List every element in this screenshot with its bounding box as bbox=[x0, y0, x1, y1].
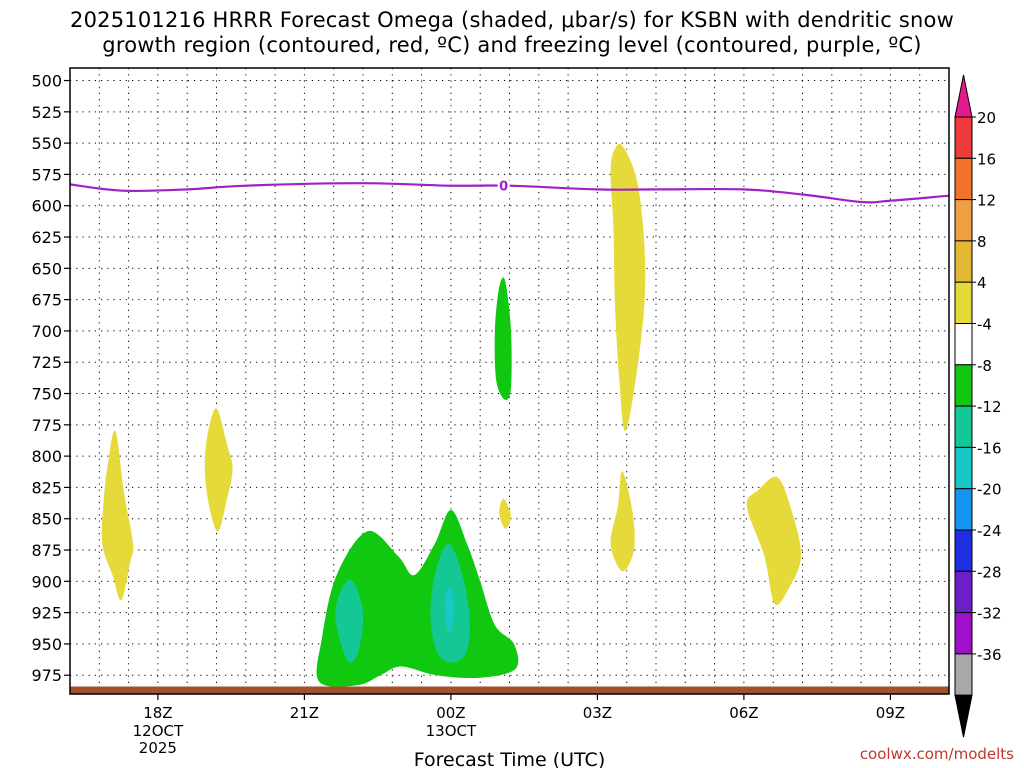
colorbar-swatch bbox=[954, 364, 973, 407]
freezing-level-line bbox=[70, 182, 949, 204]
y-tick-label: 925 bbox=[31, 604, 62, 623]
y-tick-label: 825 bbox=[31, 478, 62, 497]
omega-region-4 bbox=[101, 430, 134, 601]
x-axis-title: Forecast Time (UTC) bbox=[414, 749, 605, 768]
x-tick-label: 18Z bbox=[143, 704, 172, 722]
y-tick-label: 850 bbox=[31, 510, 62, 529]
x-tick-label: 00Z bbox=[436, 704, 465, 722]
freezing-level-label: 0 bbox=[499, 180, 508, 195]
omega-region-neg4 bbox=[494, 277, 512, 401]
colorbar-swatch bbox=[954, 570, 973, 614]
x-tick-label: 03Z bbox=[583, 704, 612, 722]
y-tick-label: 650 bbox=[31, 259, 62, 278]
colorbar-swatch bbox=[954, 323, 973, 366]
y-tick-label: 625 bbox=[31, 228, 62, 247]
colorbar-bottom-triangle bbox=[954, 694, 973, 738]
colorbar-top-triangle bbox=[954, 74, 973, 118]
y-tick-label: 600 bbox=[31, 197, 62, 216]
surface-ground bbox=[70, 686, 949, 694]
plot-frame bbox=[69, 67, 950, 695]
y-tick-label: 575 bbox=[31, 165, 62, 184]
colorbar-swatch bbox=[954, 653, 973, 696]
chart-title-line1: 2025101216 HRRR Forecast Omega (shaded, … bbox=[70, 8, 954, 32]
colorbar-swatch bbox=[954, 446, 973, 490]
y-tick-label: 775 bbox=[31, 416, 62, 435]
watermark: coolwx.com/modelts bbox=[859, 745, 1014, 763]
colorbar-swatch bbox=[954, 199, 973, 242]
x-tick-sublabel: 2025 bbox=[139, 739, 177, 757]
x-tick-sublabel: 13OCT bbox=[426, 722, 477, 740]
colorbar-label: 12 bbox=[977, 192, 996, 210]
colorbar-label: -4 bbox=[977, 316, 992, 334]
omega-region-4 bbox=[610, 471, 635, 572]
colorbar-label: -20 bbox=[977, 481, 1002, 499]
y-tick-label: 750 bbox=[31, 385, 62, 404]
x-tick-label: 06Z bbox=[729, 704, 758, 722]
x-tick-label: 21Z bbox=[290, 704, 319, 722]
y-tick-label: 875 bbox=[31, 541, 62, 560]
colorbar-swatch bbox=[954, 157, 973, 201]
freezing-level-label-bg bbox=[497, 177, 510, 194]
y-tick-label: 725 bbox=[31, 353, 62, 372]
y-tick-label: 900 bbox=[31, 572, 62, 591]
y-tick-label: 675 bbox=[31, 291, 62, 310]
colorbar-swatch bbox=[954, 405, 973, 448]
y-tick-label: 700 bbox=[31, 322, 62, 341]
colorbar-label: -32 bbox=[977, 605, 1002, 623]
colorbar-swatch bbox=[954, 488, 973, 531]
y-tick-label: 975 bbox=[31, 666, 62, 685]
x-tick-sublabel: 12OCT bbox=[133, 722, 184, 740]
colorbar-label: -12 bbox=[977, 398, 1002, 416]
omega-region-4 bbox=[610, 143, 646, 432]
colorbar-label: -36 bbox=[977, 646, 1002, 664]
colorbar-swatch bbox=[954, 612, 973, 655]
omega-region-4 bbox=[746, 476, 802, 606]
colorbar-label: 4 bbox=[977, 274, 987, 292]
omega-region-neg8 bbox=[335, 579, 364, 663]
omega-region-neg12 bbox=[444, 587, 454, 633]
colorbar-label: 16 bbox=[977, 150, 996, 168]
y-tick-label: 800 bbox=[31, 447, 62, 466]
colorbar-label: -28 bbox=[977, 563, 1002, 581]
y-tick-label: 525 bbox=[31, 103, 62, 122]
colorbar-label: -24 bbox=[977, 522, 1002, 540]
colorbar-label: -8 bbox=[977, 357, 992, 375]
y-tick-label: 500 bbox=[31, 72, 62, 91]
colorbar-swatch bbox=[954, 281, 973, 325]
colorbar-swatch bbox=[954, 116, 973, 159]
chart-title-line2: growth region (contoured, red, ºC) and f… bbox=[102, 33, 922, 57]
colorbar-label: -16 bbox=[977, 439, 1002, 457]
colorbar-label: 8 bbox=[977, 233, 987, 251]
y-tick-label: 550 bbox=[31, 134, 62, 153]
omega-region-4 bbox=[204, 408, 233, 532]
y-tick-label: 950 bbox=[31, 635, 62, 654]
colorbar-label: 20 bbox=[977, 109, 996, 127]
colorbar-swatch bbox=[954, 240, 973, 283]
omega-region-4 bbox=[499, 498, 512, 529]
colorbar-swatch bbox=[954, 529, 973, 572]
x-tick-label: 09Z bbox=[876, 704, 905, 722]
